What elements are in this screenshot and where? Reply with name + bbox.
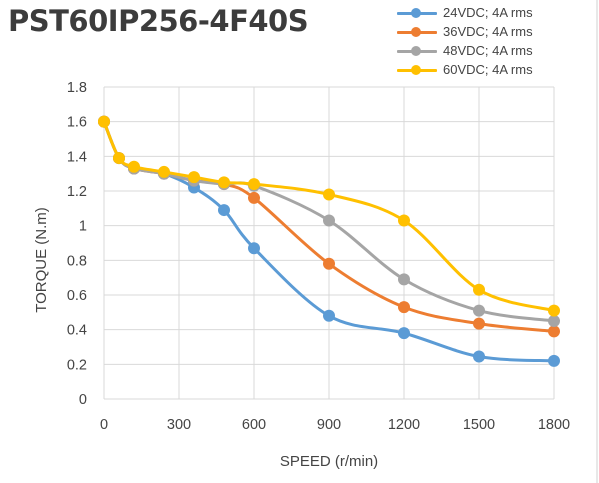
y-tick-label: 1.6 xyxy=(67,115,87,131)
data-point xyxy=(323,214,335,227)
y-tick-label: 0.2 xyxy=(67,357,87,373)
legend-label-60vdc: 60VDC; 4A rms xyxy=(443,62,533,77)
data-point xyxy=(248,191,260,204)
data-point xyxy=(323,309,335,322)
legend-swatch-36vdc xyxy=(395,25,439,39)
data-point xyxy=(473,304,485,317)
data-point xyxy=(218,176,230,189)
legend-label-36vdc: 36VDC; 4A rms xyxy=(443,24,533,39)
data-point xyxy=(323,188,335,201)
y-tick-label: 0 xyxy=(79,392,87,408)
x-tick-label: 900 xyxy=(317,417,341,433)
y-tick-label: 0.8 xyxy=(67,253,87,269)
data-point xyxy=(98,115,110,128)
data-point xyxy=(548,315,560,327)
series-group xyxy=(98,115,560,367)
grid-lines xyxy=(103,86,555,400)
legend-item-60vdc: 60VDC; 4A rms xyxy=(395,60,595,79)
legend-item-48vdc: 48VDC; 4A rms xyxy=(395,41,595,60)
data-point xyxy=(158,165,170,178)
data-point xyxy=(548,354,560,367)
legend-swatch-60vdc xyxy=(395,63,439,77)
data-point xyxy=(188,171,200,184)
data-point xyxy=(473,350,485,363)
data-point xyxy=(398,273,410,286)
y-tick-label: 0.4 xyxy=(67,323,87,339)
data-point xyxy=(398,301,410,314)
x-tick-label: 600 xyxy=(242,417,266,433)
legend-item-36vdc: 36VDC; 4A rms xyxy=(395,22,595,41)
data-point xyxy=(248,178,260,191)
x-tick-label: 0 xyxy=(100,417,108,433)
y-axis-ticks: 0 0.2 0.4 0.6 0.8 1 1.2 1.4 1.6 1.8 xyxy=(67,80,87,408)
y-tick-label: 1 xyxy=(79,219,87,235)
data-point xyxy=(473,317,485,330)
legend-item-24vdc: 24VDC; 4A rms xyxy=(395,3,595,22)
data-point xyxy=(218,204,230,217)
x-tick-label: 1200 xyxy=(388,417,420,433)
chart-title: PST60IP256-4F40S xyxy=(8,4,309,38)
y-axis-label: TORQUE (N.m) xyxy=(33,207,50,313)
data-point xyxy=(398,327,410,340)
legend-label-24vdc: 24VDC; 4A rms xyxy=(443,5,533,20)
x-tick-label: 300 xyxy=(167,417,191,433)
y-tick-label: 1.8 xyxy=(67,80,87,96)
legend-swatch-48vdc xyxy=(395,44,439,58)
y-tick-label: 1.4 xyxy=(67,149,87,165)
data-point xyxy=(323,257,335,270)
legend: 24VDC; 4A rms 36VDC; 4A rms 48VDC; 4A rm… xyxy=(395,3,595,79)
y-tick-label: 0.6 xyxy=(67,288,87,304)
data-point xyxy=(113,152,125,165)
data-point xyxy=(548,325,560,338)
legend-label-48vdc: 48VDC; 4A rms xyxy=(443,43,533,58)
x-tick-label: 1500 xyxy=(463,417,495,433)
y-tick-label: 1.2 xyxy=(67,184,87,200)
series-3 xyxy=(98,115,560,317)
data-point xyxy=(128,160,140,173)
data-point xyxy=(398,214,410,227)
data-point xyxy=(473,283,485,296)
data-point xyxy=(248,242,260,255)
x-axis-ticks: 0 300 600 900 1200 1500 1800 xyxy=(100,417,570,433)
x-tick-label: 1800 xyxy=(538,417,570,433)
data-point xyxy=(548,304,560,317)
x-axis-label: SPEED (r/min) xyxy=(280,453,378,470)
legend-swatch-24vdc xyxy=(395,6,439,20)
